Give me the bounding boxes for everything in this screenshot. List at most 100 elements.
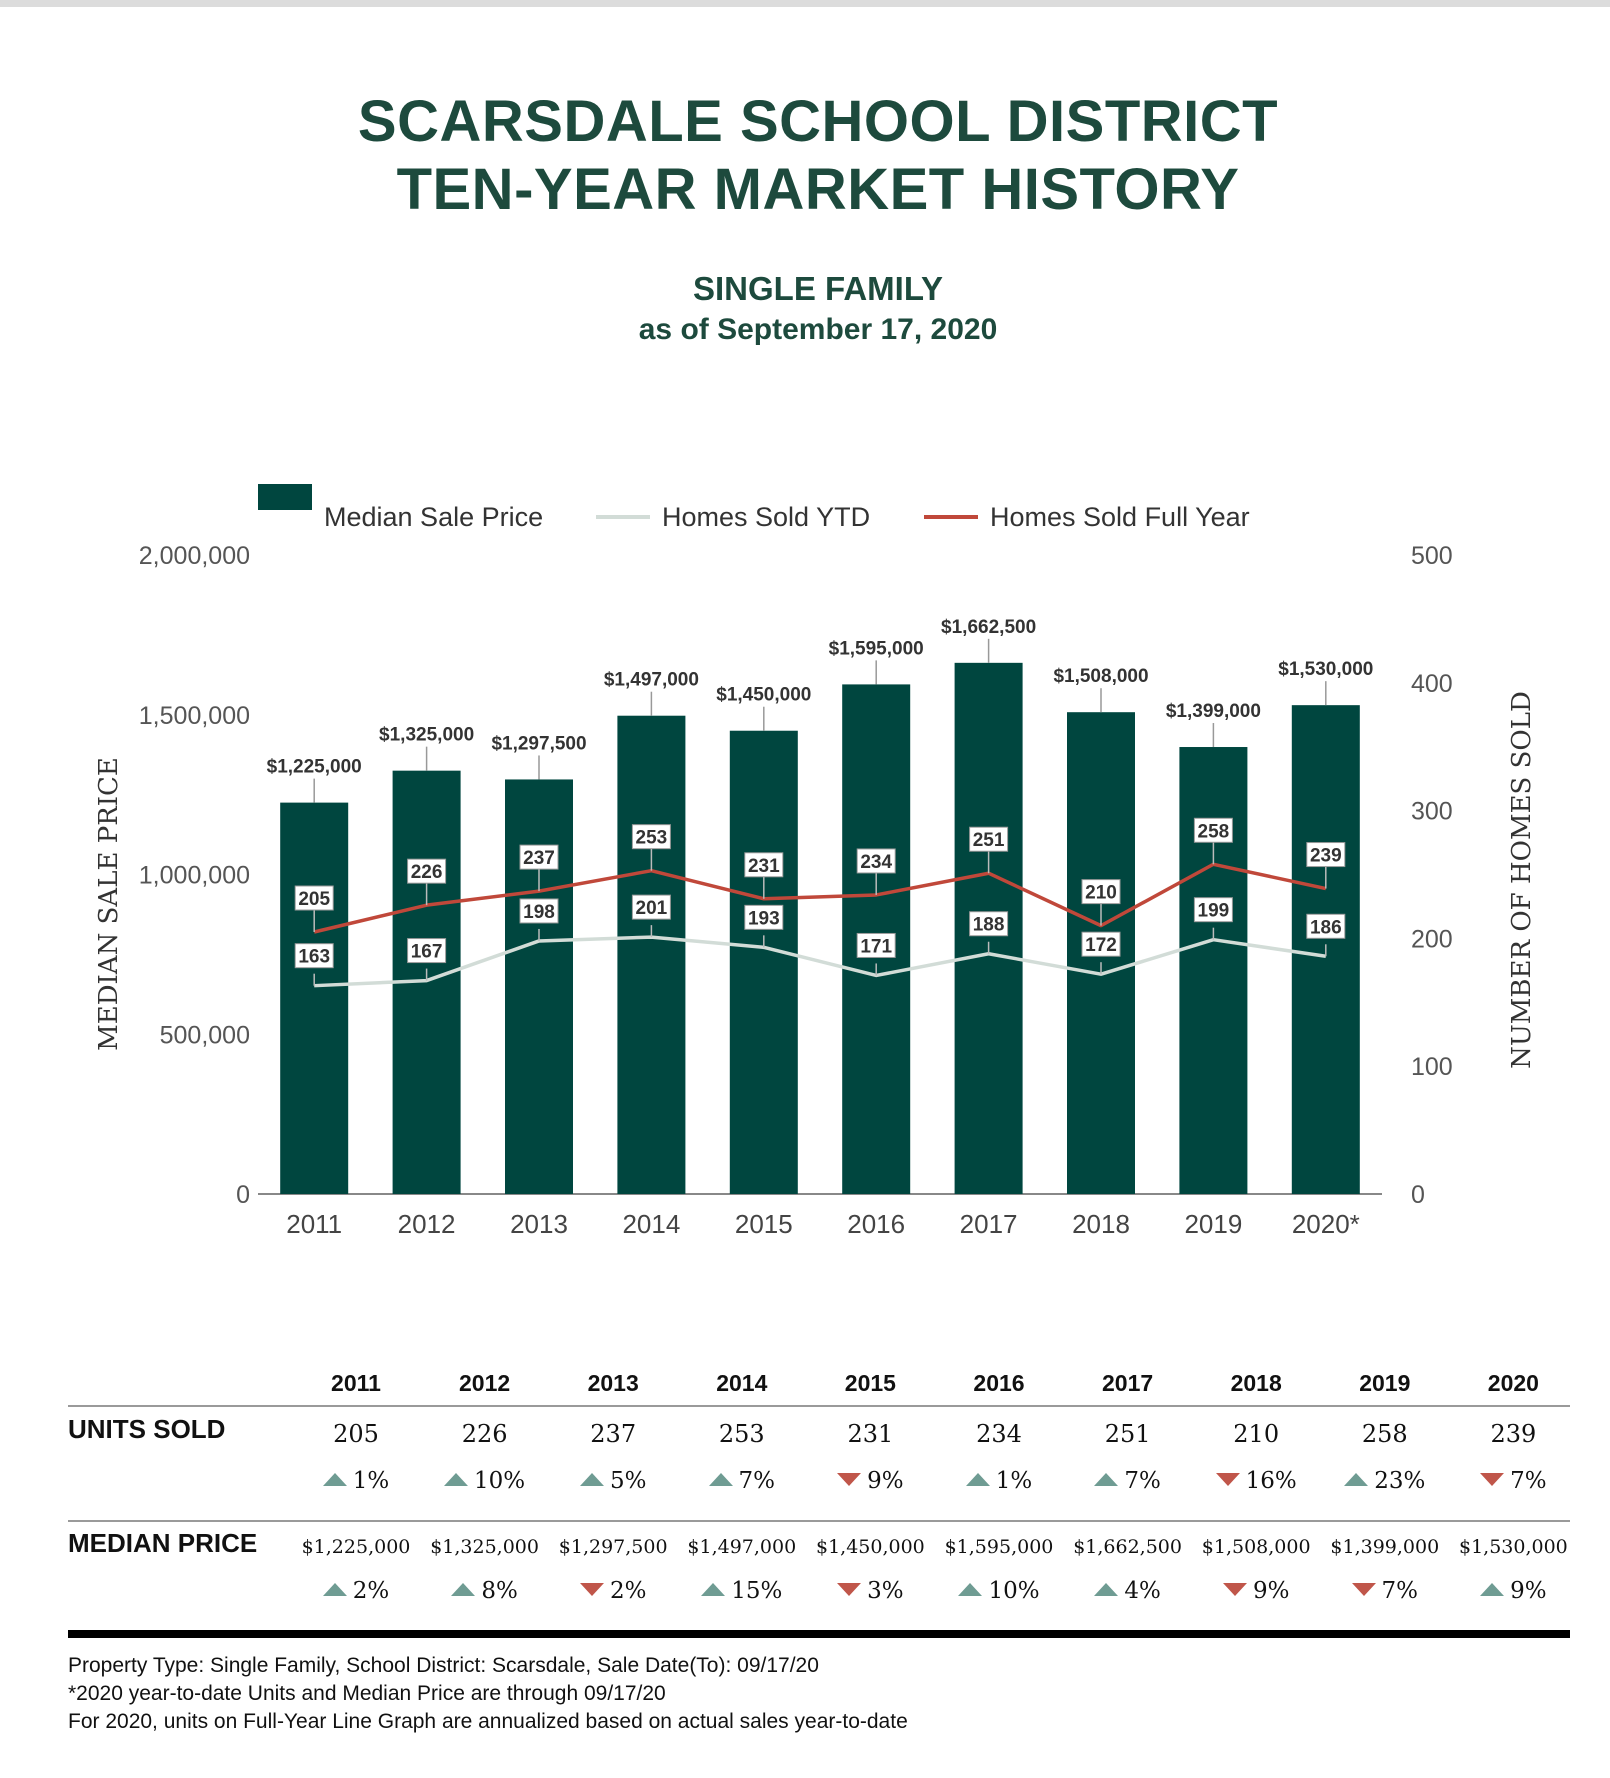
arrow-down-icon — [837, 1583, 862, 1596]
arrow-down-icon — [1351, 1583, 1376, 1596]
change-pct: 23% — [1374, 1468, 1426, 1494]
change-pct: 7% — [1510, 1468, 1547, 1494]
full-year-point-label: 251 — [973, 830, 1005, 851]
ytd-point-label: 198 — [523, 902, 555, 923]
legend-label-homes-sold-ytd: Homes Sold YTD — [662, 502, 870, 532]
median-price-change: 9% — [1448, 1578, 1578, 1604]
bar-value-label: $1,297,500 — [491, 733, 586, 754]
median-price-change: 10% — [934, 1578, 1064, 1604]
change-pct: 7% — [738, 1468, 776, 1494]
median-price-change: 15% — [677, 1578, 807, 1604]
arrow-up-icon — [451, 1583, 476, 1596]
full-year-point-label-box — [407, 858, 447, 884]
units-sold-change: 7% — [1448, 1468, 1578, 1494]
table-year-header: 2011 — [331, 1370, 381, 1396]
units-sold-value: 253 — [718, 1420, 765, 1448]
bar-value-label: $1,399,000 — [1166, 701, 1261, 722]
arrow-up-icon — [701, 1583, 726, 1596]
median-price-change: 7% — [1320, 1578, 1450, 1604]
arrow-up-icon — [444, 1473, 469, 1486]
full-year-point-label-box — [856, 848, 896, 874]
ytd-point-label-box — [407, 938, 447, 964]
y2-tick-label: 100 — [1411, 1053, 1453, 1081]
units-sold-change: 23% — [1320, 1468, 1450, 1494]
units-sold-change: 16% — [1191, 1468, 1321, 1494]
arrow-up-icon — [1480, 1583, 1505, 1596]
table-year-header: 2015 — [844, 1370, 896, 1396]
title-line-2: TEN-YEAR MARKET HISTORY — [396, 157, 1240, 222]
full-year-point-label-box — [744, 852, 784, 878]
full-year-point-label-box — [1193, 817, 1233, 843]
units-sold-label: UNITS SOLD — [68, 1414, 226, 1444]
units-sold-change: 7% — [677, 1468, 807, 1494]
x-tick-label: 2020* — [1292, 1209, 1360, 1239]
units-sold-value: 258 — [1361, 1420, 1408, 1448]
arrow-up-icon — [958, 1583, 983, 1596]
change-pct: 9% — [867, 1468, 904, 1494]
ytd-point-label-box — [969, 911, 1009, 937]
table-year-header: 2013 — [587, 1370, 639, 1396]
median-price-change: 2% — [548, 1578, 678, 1604]
ytd-point-label: 172 — [1085, 935, 1117, 956]
table-year-header: 2018 — [1230, 1370, 1282, 1396]
x-tick-label: 2015 — [735, 1209, 793, 1239]
ytd-point-label-box — [1306, 913, 1346, 939]
units-sold-value: 210 — [1233, 1420, 1280, 1448]
bar-median-price — [280, 802, 349, 1194]
y2-tick-label: 500 — [1411, 542, 1453, 570]
full-year-point-label: 210 — [1085, 883, 1117, 904]
median-price-change: 2% — [291, 1578, 421, 1604]
arrow-down-icon — [1222, 1583, 1247, 1596]
units-sold-value: 237 — [590, 1420, 637, 1448]
footnote-1: Property Type: Single Family, School Dis… — [68, 1654, 819, 1677]
ytd-point-label-box — [1081, 931, 1121, 957]
line-homes-sold-ytd — [314, 935, 1327, 988]
units-sold-value: 234 — [976, 1420, 1022, 1448]
table-year-header: 2019 — [1359, 1370, 1411, 1396]
arrow-down-icon — [579, 1583, 604, 1596]
bar-value-label: $1,225,000 — [267, 757, 362, 778]
full-year-point-label: 237 — [523, 848, 555, 869]
units-sold-value: 205 — [333, 1420, 379, 1448]
full-year-point-label: 239 — [1310, 846, 1342, 867]
arrow-up-icon — [1344, 1473, 1369, 1486]
ytd-point-label-box — [519, 898, 559, 924]
change-pct: 8% — [481, 1578, 518, 1604]
median-price-value: $1,225,000 — [301, 1536, 411, 1558]
arrow-up-icon — [322, 1473, 347, 1486]
change-pct: 10% — [474, 1468, 526, 1494]
ytd-point-label: 186 — [1310, 917, 1342, 938]
median-price-change: 4% — [1063, 1578, 1193, 1604]
bar-median-price — [505, 779, 573, 1194]
ytd-point-label-box — [1193, 897, 1233, 923]
ytd-point-label: 167 — [411, 942, 443, 963]
y2-tick-label: 300 — [1411, 798, 1453, 826]
page-title: SCARSDALE SCHOOL DISTRICT TEN-YEAR MARKE… — [0, 88, 1610, 224]
table-divider — [68, 1520, 1570, 1522]
median-price-value: $1,530,000 — [1458, 1536, 1568, 1558]
x-tick-label: 2014 — [622, 1209, 680, 1239]
y-tick-label: 500,000 — [160, 1021, 250, 1049]
change-pct: 10% — [988, 1578, 1040, 1604]
median-price-value: $1,508,000 — [1201, 1536, 1311, 1558]
median-price-value: $1,662,500 — [1073, 1536, 1182, 1558]
change-pct: 4% — [1124, 1578, 1161, 1604]
table-year-header: 2014 — [716, 1370, 768, 1396]
y-tick-label: 2,000,000 — [139, 542, 250, 570]
legend-label-median-price: Median Sale Price — [324, 502, 543, 532]
y-tick-label: 0 — [236, 1181, 250, 1209]
ytd-point-label-box — [294, 943, 334, 969]
ytd-point-label: 201 — [636, 898, 668, 919]
change-pct: 9% — [1510, 1578, 1547, 1604]
x-tick-label: 2018 — [1072, 1209, 1130, 1239]
full-year-point-label: 258 — [1198, 821, 1230, 842]
units-sold-change: 5% — [548, 1468, 678, 1494]
full-year-point-label: 205 — [298, 889, 330, 910]
x-tick-label: 2011 — [286, 1209, 342, 1239]
median-price-value: $1,399,000 — [1330, 1536, 1440, 1558]
median-price-value: $1,297,500 — [558, 1536, 668, 1558]
ytd-point-label: 163 — [298, 947, 330, 968]
title-line-1: SCARSDALE SCHOOL DISTRICT — [357, 89, 1279, 154]
units-sold-change: 10% — [420, 1468, 550, 1494]
table-year-header: 2017 — [1102, 1370, 1154, 1396]
